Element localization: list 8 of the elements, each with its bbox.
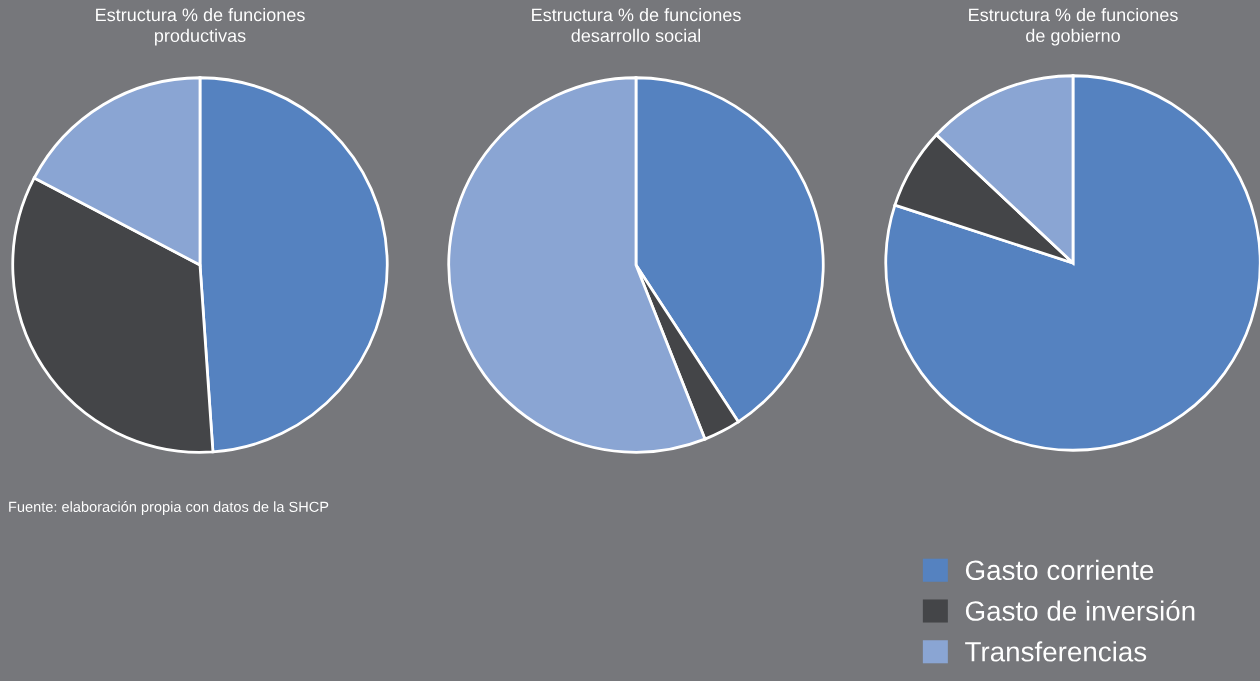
chart-title: Estructura % de funciones desarrollo social: [532, 8, 741, 43]
pie-slice: [884, 74, 1260, 452]
chart-title: Estructura % de funciones de gobierno: [969, 8, 1178, 46]
legend-label: Gasto de inversión: [965, 600, 1195, 621]
chart-title: Estructura % de funciones productivas: [96, 8, 305, 46]
legend-label: Transferencias: [965, 641, 1147, 662]
source-note: Fuente: elaboración propia con datos de la SHCP: [9, 501, 329, 515]
legend-label: Gasto corriente: [965, 559, 1154, 581]
